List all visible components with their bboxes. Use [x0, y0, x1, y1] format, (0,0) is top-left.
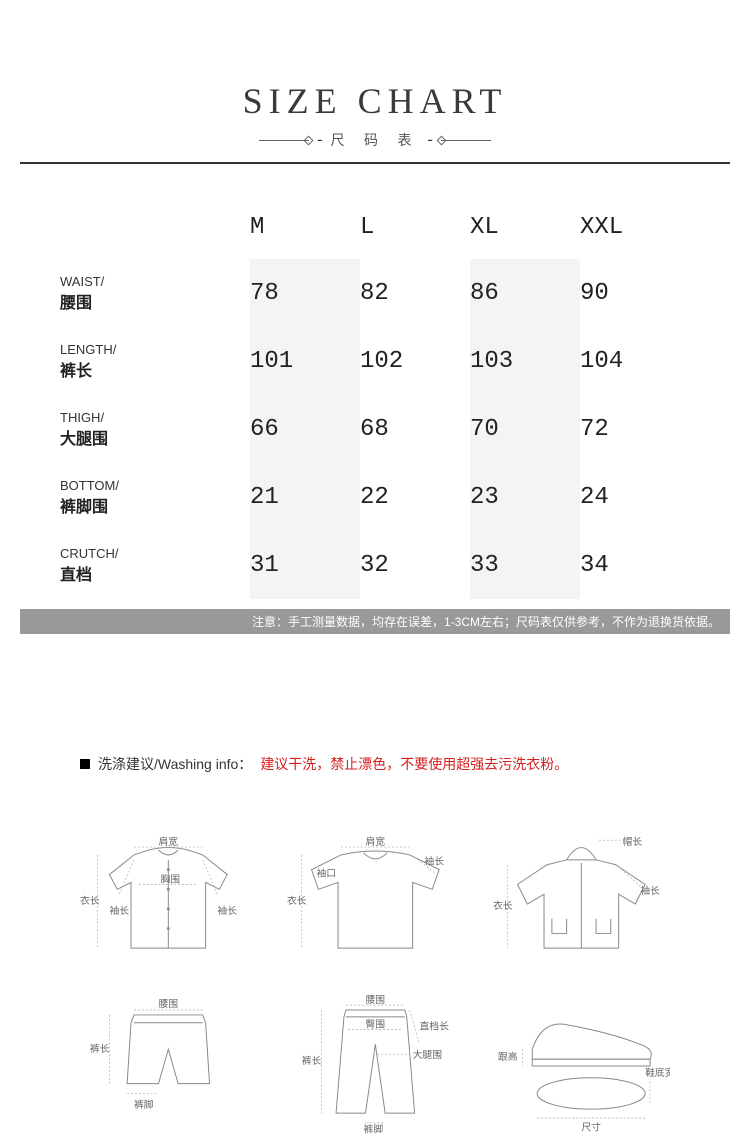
- table-row: BOTTOM/裤脚围21222324: [60, 463, 690, 531]
- label-length: 裤长: [90, 1042, 110, 1055]
- dash-icon: -: [428, 131, 433, 149]
- page-title: SIZE CHART: [0, 80, 750, 122]
- label-length: 衣长: [493, 899, 513, 912]
- subtitle-row: - 尺 码 表 -: [0, 130, 750, 150]
- row-label-cn: 裤长: [60, 357, 250, 381]
- diagram-shoe: 跟高 尺寸 鞋底宽: [493, 994, 670, 1134]
- label-length: 衣长: [80, 894, 100, 907]
- size-table-wrap: M L XL XXL WAIST/腰围78828690LENGTH/裤长1011…: [60, 204, 690, 599]
- size-header-row: M L XL XXL: [60, 204, 690, 259]
- size-value: 78: [250, 259, 360, 327]
- label-shoulder: 肩宽: [365, 835, 385, 848]
- row-label-cn: 大腿围: [60, 425, 250, 449]
- decor-line-left: [259, 140, 309, 141]
- size-value: 33: [470, 531, 580, 599]
- size-value: 21: [250, 463, 360, 531]
- row-label: CRUTCH/直档: [60, 531, 250, 599]
- size-header: XXL: [580, 204, 690, 259]
- washing-label: 洗涤建议/Washing info：: [98, 754, 252, 774]
- size-value: 86: [470, 259, 580, 327]
- bullet-icon: [80, 759, 90, 769]
- measurement-note: 注意：手工测量数据，均存在误差，1-3CM左右；尺码表仅供参考，不作为退换货依据…: [20, 609, 730, 634]
- row-label-cn: 腰围: [60, 289, 250, 313]
- diagram-shorts: 腰围 裤长 裤脚: [80, 994, 257, 1134]
- size-value: 101: [250, 327, 360, 395]
- size-value: 34: [580, 531, 690, 599]
- label-hip: 臀围: [365, 1019, 385, 1031]
- page-subtitle: 尺 码 表: [331, 130, 420, 150]
- diagram-shirt: 肩宽 胸围 衣长 袖长 袖长: [80, 834, 257, 974]
- row-label: WAIST/腰围: [60, 259, 250, 327]
- size-value: 82: [360, 259, 470, 327]
- size-value: 31: [250, 531, 360, 599]
- size-table: M L XL XXL WAIST/腰围78828690LENGTH/裤长1011…: [60, 204, 690, 599]
- label-hood: 帽长: [623, 835, 643, 848]
- measurement-diagrams: 肩宽 胸围 衣长 袖长 袖长 肩宽 袖口 衣长 袖长: [80, 834, 670, 1134]
- row-label-en: THIGH/: [60, 410, 250, 425]
- size-value: 32: [360, 531, 470, 599]
- label-thigh: 大腿围: [412, 1048, 441, 1061]
- table-row: THIGH/大腿围66687072: [60, 395, 690, 463]
- washing-info: 洗涤建议/Washing info： 建议干洗，禁止漂色，不要使用超强去污洗衣粉…: [80, 754, 670, 774]
- size-value: 72: [580, 395, 690, 463]
- size-header: M: [250, 204, 360, 259]
- label-sleeve: 袖长: [217, 904, 237, 917]
- table-row: WAIST/腰围78828690: [60, 259, 690, 327]
- label-width: 鞋底宽: [645, 1066, 670, 1079]
- label-chest: 胸围: [160, 872, 180, 885]
- label-heel: 跟高: [498, 1050, 518, 1063]
- size-value: 102: [360, 327, 470, 395]
- size-chart-header: SIZE CHART - 尺 码 表 -: [0, 0, 750, 150]
- header-divider: [20, 162, 730, 164]
- row-label-cn: 裤脚围: [60, 493, 250, 517]
- washing-text: 建议干洗，禁止漂色，不要使用超强去污洗衣粉。: [260, 754, 568, 774]
- row-label: BOTTOM/裤脚围: [60, 463, 250, 531]
- label-length: 衣长: [287, 894, 307, 907]
- size-value: 66: [250, 395, 360, 463]
- label-length: 裤长: [301, 1054, 321, 1067]
- size-value: 22: [360, 463, 470, 531]
- size-value: 23: [470, 463, 580, 531]
- label-rise: 直档长: [419, 1020, 449, 1033]
- row-label: LENGTH/裤长: [60, 327, 250, 395]
- label-sleeve: 袖长: [641, 884, 661, 897]
- label-hem: 裤脚: [363, 1123, 383, 1134]
- size-value: 24: [580, 463, 690, 531]
- label-sleeve: 袖长: [424, 855, 444, 868]
- row-label-en: BOTTOM/: [60, 478, 250, 493]
- size-header: XL: [470, 204, 580, 259]
- table-row: CRUTCH/直档31323334: [60, 531, 690, 599]
- label-sleeve: 袖长: [109, 904, 129, 917]
- row-label-cn: 直档: [60, 561, 250, 585]
- row-label-en: WAIST/: [60, 274, 250, 289]
- label-cuff: 袖口: [316, 867, 336, 880]
- label-length: 尺寸: [582, 1121, 602, 1134]
- dash-icon: -: [317, 131, 322, 149]
- size-value: 70: [470, 395, 580, 463]
- size-value: 68: [360, 395, 470, 463]
- label-shoulder: 肩宽: [159, 835, 179, 848]
- label-hem: 裤脚: [134, 1098, 154, 1111]
- size-value: 103: [470, 327, 580, 395]
- table-row: LENGTH/裤长101102103104: [60, 327, 690, 395]
- size-value: 90: [580, 259, 690, 327]
- diagram-tshirt: 肩宽 袖口 衣长 袖长: [287, 834, 464, 974]
- diagram-pants: 腰围 臀围 直档长 大腿围 裤长 裤脚: [287, 994, 464, 1134]
- decor-line-right: [441, 140, 491, 141]
- label-waist: 腰围: [365, 994, 385, 1006]
- size-header: L: [360, 204, 470, 259]
- size-value: 104: [580, 327, 690, 395]
- row-label-en: CRUTCH/: [60, 546, 250, 561]
- row-label-en: LENGTH/: [60, 342, 250, 357]
- label-waist: 腰围: [159, 998, 179, 1010]
- row-label: THIGH/大腿围: [60, 395, 250, 463]
- diagram-hoodie: 帽长 衣长 袖长: [493, 834, 670, 974]
